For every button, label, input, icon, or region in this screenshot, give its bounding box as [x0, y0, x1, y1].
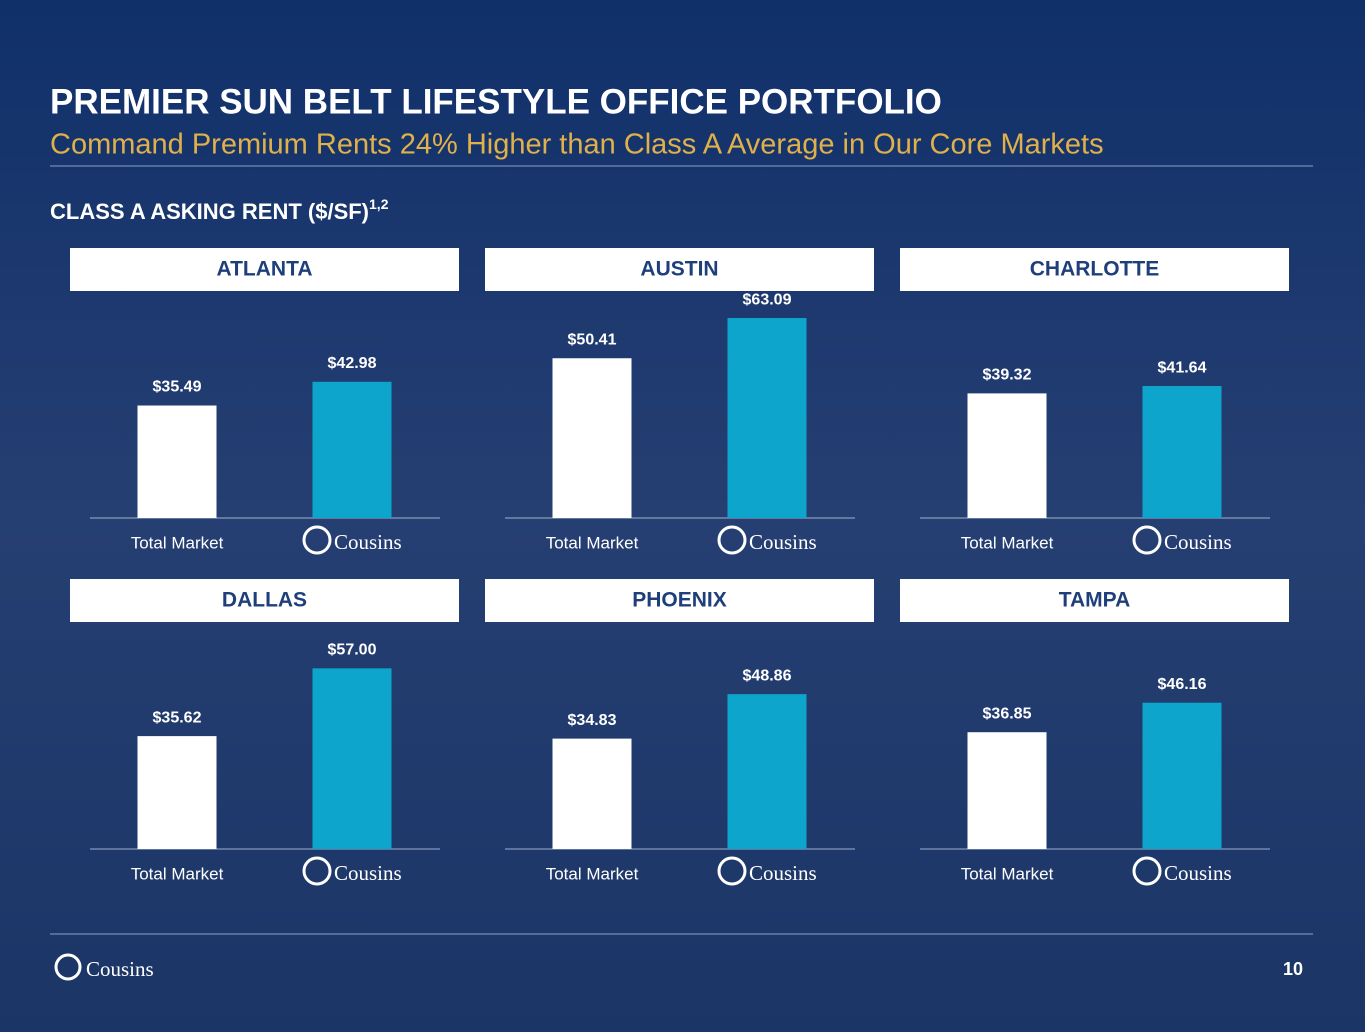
- panel-title: CHARLOTTE: [1030, 258, 1160, 281]
- bar: [1142, 702, 1222, 849]
- bar: [1142, 386, 1222, 518]
- panel-title: ATLANTA: [216, 258, 312, 281]
- subtitle: Command Premium Rents 24% Higher than Cl…: [50, 129, 1104, 161]
- logo-icon: [1132, 856, 1162, 886]
- panel-header: [900, 579, 1289, 622]
- logo-icon: [717, 525, 747, 555]
- x-tick-label: Cousins: [749, 530, 817, 554]
- value-label: $39.32: [983, 367, 1032, 384]
- title: PREMIER SUN BELT LIFESTYLE OFFICE PORTFO…: [50, 82, 942, 121]
- bar: [967, 732, 1047, 849]
- footer-logo: Cousins: [86, 957, 154, 981]
- x-tick-label: Total Market: [961, 533, 1054, 552]
- x-tick-label: Total Market: [131, 864, 224, 883]
- panel-header: [70, 579, 459, 622]
- bar: [137, 405, 217, 518]
- logo-icon: [302, 525, 332, 555]
- section-text: CLASS A ASKING RENT ($/SF): [50, 199, 369, 224]
- bar: [137, 736, 217, 849]
- x-tick-label: Cousins: [334, 530, 402, 554]
- x-tick-label: Cousins: [749, 861, 817, 885]
- value-label: $36.85: [983, 705, 1032, 722]
- x-tick-label: Cousins: [1164, 530, 1232, 554]
- logo-icon: [302, 856, 332, 886]
- value-label: $46.16: [1158, 676, 1207, 693]
- panel-header: [900, 248, 1289, 291]
- bar: [552, 738, 632, 849]
- panel-title: TAMPA: [1059, 589, 1131, 612]
- logo-icon: [1132, 525, 1162, 555]
- x-tick-label: Total Market: [961, 864, 1054, 883]
- panel-title: PHOENIX: [632, 589, 727, 612]
- page-number: 10: [1283, 959, 1303, 979]
- charts: ATLANTA $35.49 Total Market $42.98 Cousins AU…: [70, 248, 1289, 886]
- value-label: $48.86: [743, 667, 792, 684]
- bar: [727, 694, 807, 849]
- x-tick-label: Cousins: [1164, 861, 1232, 885]
- value-label: $50.41: [568, 331, 617, 348]
- logo-icon: [54, 953, 82, 981]
- value-label: $34.83: [568, 712, 617, 729]
- x-tick-label: Total Market: [546, 533, 639, 552]
- panel-header: [70, 248, 459, 291]
- section-note: 1,2: [369, 196, 389, 212]
- panel-title: DALLAS: [222, 589, 307, 612]
- bar: [312, 668, 392, 849]
- value-label: $41.64: [1158, 359, 1207, 376]
- panel-header: [485, 248, 874, 291]
- bar: [727, 318, 807, 518]
- value-label: $35.49: [153, 379, 202, 396]
- bar: [312, 381, 392, 518]
- logo-icon: [717, 856, 747, 886]
- x-tick-label: Cousins: [334, 861, 402, 885]
- bar: [552, 358, 632, 518]
- panel-title: AUSTIN: [640, 258, 718, 281]
- value-label: $63.09: [743, 291, 792, 308]
- panel-header: [485, 579, 874, 622]
- x-tick-label: Total Market: [131, 533, 224, 552]
- section-title: CLASS A ASKING RENT ($/SF)1,2: [50, 196, 389, 224]
- value-label: $42.98: [328, 355, 377, 372]
- value-label: $35.62: [153, 709, 202, 726]
- value-label: $57.00: [328, 642, 377, 659]
- x-tick-label: Total Market: [546, 864, 639, 883]
- bar: [967, 393, 1047, 518]
